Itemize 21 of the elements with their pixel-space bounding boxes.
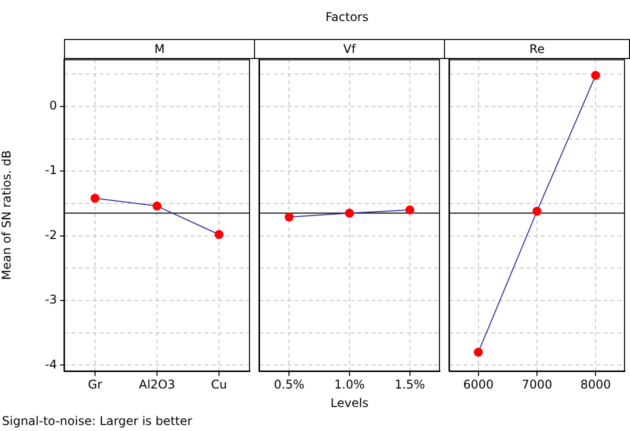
y-tick-label: -4 [45, 357, 57, 372]
chart-title: Re [444, 39, 630, 59]
chart-title: M [64, 39, 255, 59]
x-tick-label: Al2O3 [138, 377, 176, 392]
text: Signal-to-noise: Larger is better [2, 414, 192, 428]
y-tick-label: -2 [45, 228, 57, 242]
x-tick-label: Gr [88, 377, 102, 392]
y-axis-title: Mean of SN ratios. dB [0, 150, 14, 280]
y-tick-label: -3 [45, 292, 57, 306]
x-tick-label: 1.5% [394, 377, 426, 392]
text: Factors [324, 10, 370, 24]
y-tick-label: 0 [49, 98, 57, 112]
x-tick-label: 6000 [463, 377, 494, 392]
x-axis-title: Levels [330, 396, 368, 410]
x-tick-label: Cu [211, 377, 227, 392]
chart-title: Vf [254, 39, 445, 59]
x-tick-label: 1.0% [334, 377, 365, 392]
x-tick-label: 8000 [580, 377, 611, 392]
x-tick-label: 7000 [522, 377, 552, 392]
x-tick-label: 0.5% [274, 377, 304, 392]
y-tick-label: -1 [45, 163, 57, 178]
